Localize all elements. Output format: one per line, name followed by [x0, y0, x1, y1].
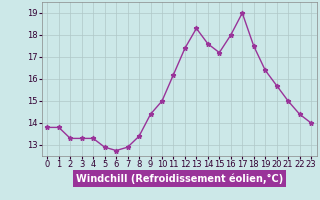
X-axis label: Windchill (Refroidissement éolien,°C): Windchill (Refroidissement éolien,°C)	[76, 173, 283, 184]
